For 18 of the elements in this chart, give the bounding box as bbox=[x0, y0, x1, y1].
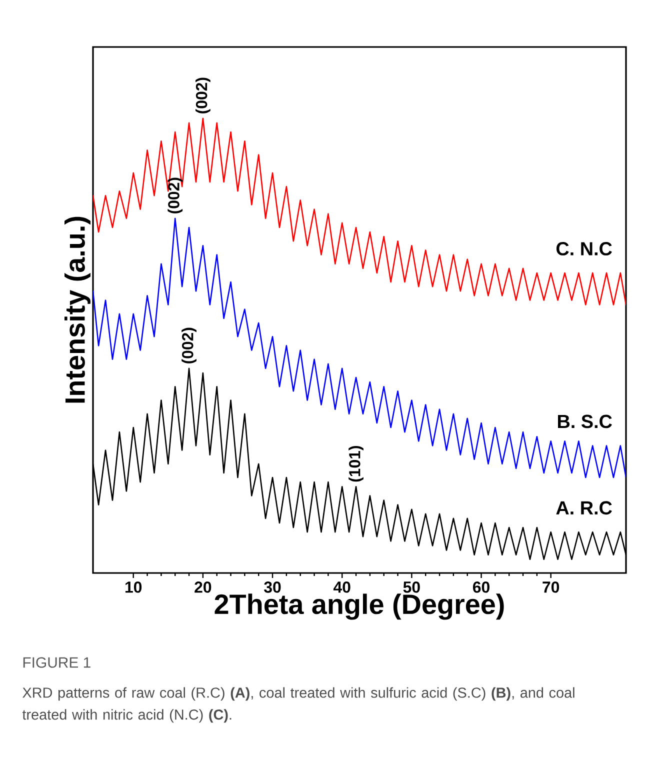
x-tick-label: 60 bbox=[472, 582, 490, 593]
x-tick-label: 50 bbox=[403, 582, 420, 593]
x-tick-label: 30 bbox=[264, 582, 281, 593]
annotation: (002) bbox=[168, 178, 183, 214]
annotation: (101) bbox=[348, 446, 364, 482]
x-tick-label: 70 bbox=[542, 582, 560, 593]
y-axis-title: Intensity (a.u.) bbox=[64, 216, 90, 403]
series-label: B. S.C bbox=[558, 414, 612, 428]
annotation: (002) bbox=[196, 78, 210, 114]
text: XRD patterns of raw coal (R.C) (A), coal treated with sulfuric acid (S.C) (B), and coal treated with nitric acid (N.C) (C). bbox=[22, 687, 574, 723]
annotation: (002) bbox=[182, 328, 196, 364]
series-label: C. N.C bbox=[556, 242, 612, 256]
x-tick-label: 40 bbox=[333, 582, 350, 593]
x-tick-label: 20 bbox=[194, 582, 212, 593]
x-tick-label: 10 bbox=[125, 582, 142, 593]
x-axis-title: 2Theta angle (Degree) bbox=[214, 594, 504, 620]
series-label: A. R.C bbox=[556, 501, 612, 515]
caption: FIGURE 1 bbox=[23, 657, 90, 668]
